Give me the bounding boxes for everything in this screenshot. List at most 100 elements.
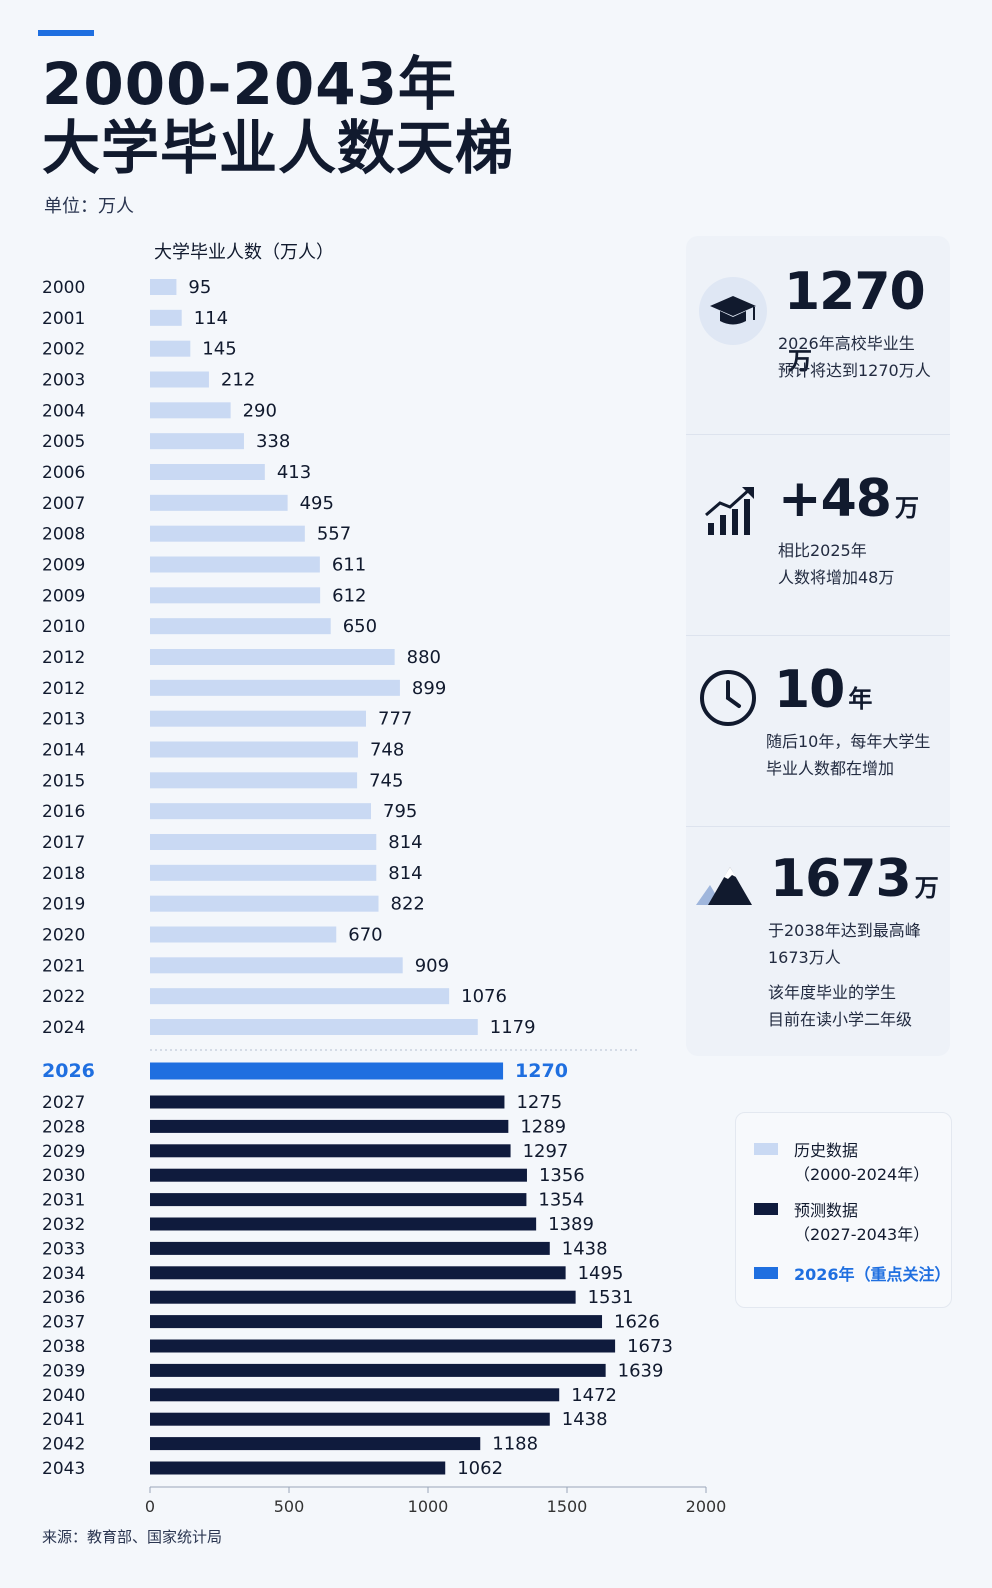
mountain-peak-icon — [696, 867, 752, 905]
x-tick-label: 500 — [274, 1497, 305, 1516]
year-label: 2041 — [42, 1410, 85, 1430]
data-label: 1076 — [461, 986, 507, 1007]
data-label: 95 — [188, 277, 211, 298]
bar-2016 — [150, 803, 372, 820]
bar-2019 — [150, 895, 379, 912]
data-label: 1389 — [548, 1214, 594, 1235]
data-label: 495 — [300, 493, 334, 514]
data-label: 413 — [277, 462, 311, 483]
bar-2004 — [150, 402, 231, 419]
bar-2009 — [150, 556, 320, 573]
legend-swatch — [754, 1143, 778, 1155]
bar-2014 — [150, 741, 358, 758]
data-label: 909 — [415, 955, 449, 976]
bar-2001 — [150, 309, 182, 326]
bar-2036 — [150, 1290, 576, 1304]
stat-card-graduates-2026: 1270万 2026年高校毕业生 预计将达到1270万人 — [686, 236, 950, 434]
data-label: 899 — [412, 678, 446, 699]
x-tick-label: 2000 — [686, 1497, 727, 1516]
bar-2008 — [150, 525, 305, 542]
divider — [686, 826, 950, 827]
year-label: 2007 — [42, 494, 85, 514]
data-label: 338 — [256, 431, 290, 452]
year-label: 2021 — [42, 956, 85, 976]
year-label: 2000 — [42, 278, 85, 298]
stat-value: 1673 万 — [770, 849, 939, 909]
year-label: 2014 — [42, 741, 85, 761]
title-line-1: 2000-2043年 — [42, 50, 457, 118]
year-label: 2018 — [42, 864, 85, 884]
data-label: 114 — [194, 308, 228, 329]
year-label: 2031 — [42, 1191, 85, 1211]
bar-2017 — [150, 834, 377, 850]
growth-chart-icon — [705, 487, 754, 535]
stat-description: 于2038年达到最高峰 1673万人 该年度毕业的学生 目前在读小学二年级 — [768, 921, 921, 1029]
year-label: 2017 — [42, 833, 85, 853]
bar-2010 — [150, 618, 331, 635]
year-label: 2013 — [42, 710, 85, 730]
bar-2039 — [150, 1363, 606, 1377]
data-label: 822 — [391, 894, 425, 915]
data-label: 1495 — [578, 1263, 624, 1284]
stat-description: 2026年高校毕业生 预计将达到1270万人 — [778, 334, 931, 380]
stat-card-peak: 1673 万 于2038年达到最高峰 1673万人 该年度毕业的学生 目前在读小学二年… — [686, 827, 950, 1056]
data-label: 1356 — [539, 1165, 585, 1186]
bar-2018 — [150, 864, 377, 881]
bar-2006 — [150, 464, 265, 480]
year-label: 2005 — [42, 432, 85, 452]
x-tick-label: 1000 — [408, 1497, 449, 1516]
stat-description: 随后10年，每年大学生 毕业人数都在增加 — [766, 732, 931, 778]
bar-2022 — [150, 988, 450, 1005]
clock-icon — [700, 670, 756, 726]
year-label: 2043 — [42, 1459, 85, 1479]
data-label: 814 — [388, 832, 422, 853]
data-label: 1275 — [516, 1092, 562, 1113]
year-label: 2019 — [42, 895, 85, 915]
data-label: 814 — [388, 863, 422, 884]
year-label: 2020 — [42, 926, 85, 946]
bar-2032 — [150, 1217, 537, 1231]
year-label: 2042 — [42, 1435, 85, 1455]
data-label: 612 — [332, 585, 366, 606]
data-label: 777 — [378, 709, 412, 730]
bar-2002 — [150, 340, 191, 357]
title-line-2: 大学毕业人数天梯 — [42, 114, 515, 182]
bar-2041 — [150, 1412, 550, 1426]
stat-card-ten-years: 10 年 随后10年，每年大学生 毕业人数都在增加 — [686, 636, 950, 826]
bar-2024 — [150, 1019, 478, 1035]
bar-2020 — [150, 926, 337, 943]
bar-2042 — [150, 1437, 481, 1451]
year-label: 2027 — [42, 1093, 85, 1113]
year-label: 2029 — [42, 1142, 85, 1162]
data-label: 557 — [317, 524, 351, 545]
chart-x-label: 大学毕业人数（万人） — [154, 242, 334, 263]
year-label: 2022 — [42, 987, 85, 1007]
legend-swatch — [754, 1203, 778, 1215]
year-label: 2004 — [42, 401, 85, 421]
bar-2033 — [150, 1241, 550, 1255]
bar-2034 — [150, 1266, 566, 1280]
page-title: 2000-2043年 大学毕业人数天梯 — [42, 52, 514, 180]
bar-2015 — [150, 772, 358, 789]
data-label: 1472 — [571, 1385, 617, 1406]
bar-2031 — [150, 1193, 527, 1207]
data-label: 1270 — [515, 1060, 568, 1082]
data-label: 212 — [221, 370, 255, 391]
stat-card-increase: +48 万 相比2025年 人数将增加48万 — [686, 435, 950, 635]
legend-label: 预测数据 （2027-2043年） — [794, 1201, 930, 1244]
year-label: 2016 — [42, 802, 85, 822]
data-label: 1673 — [627, 1336, 673, 1357]
divider — [686, 434, 950, 435]
stat-value: 10 年 — [774, 660, 872, 720]
data-label: 1438 — [562, 1238, 608, 1259]
year-label: 2032 — [42, 1215, 85, 1235]
x-tick-label: 0 — [145, 1497, 155, 1516]
bar-2027 — [150, 1095, 505, 1109]
graduation-cap-icon — [699, 277, 767, 345]
data-label: 1297 — [523, 1141, 569, 1162]
bar-2030 — [150, 1168, 527, 1182]
data-label: 1062 — [457, 1458, 503, 1479]
source-note: 来源：教育部、国家统计局 — [42, 1528, 223, 1546]
year-label: 2015 — [42, 771, 85, 791]
